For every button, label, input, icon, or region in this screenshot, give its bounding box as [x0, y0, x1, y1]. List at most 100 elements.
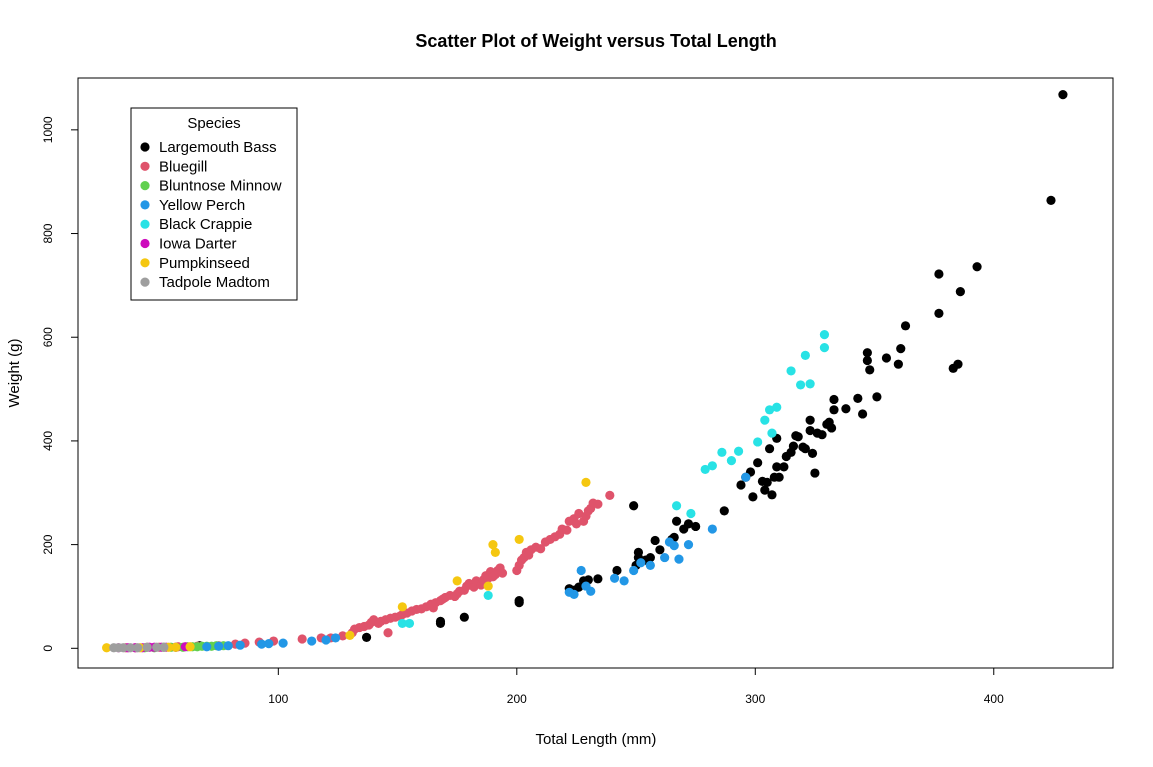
data-point-largemouth-bass	[650, 535, 660, 546]
data-point-black-crappie	[686, 508, 696, 519]
data-points	[102, 89, 1068, 653]
legend-item-iowa-darter: Iowa Darter	[140, 236, 237, 253]
data-point-tadpole-madtom	[125, 643, 136, 653]
data-point-bluegill	[297, 634, 307, 644]
data-point-pumpkinseed	[483, 581, 493, 591]
data-point-largemouth-bass	[683, 519, 694, 529]
data-point-largemouth-bass	[793, 432, 803, 442]
data-point-largemouth-bass	[1058, 89, 1068, 100]
data-point-black-crappie	[404, 618, 415, 629]
y-axis: 0 200 400 600 800 1000	[41, 116, 79, 652]
data-point-largemouth-bass	[633, 547, 644, 557]
data-point-black-crappie	[671, 501, 682, 511]
data-point-yellow-perch	[669, 541, 679, 551]
data-point-largemouth-bass	[934, 269, 944, 279]
x-axis: 100 200 300 400	[268, 667, 1004, 706]
data-point-yellow-perch	[321, 635, 331, 645]
y-tick-label: 600	[41, 327, 55, 347]
data-point-largemouth-bass	[629, 501, 639, 511]
data-point-largemouth-bass	[748, 492, 758, 502]
data-point-largemouth-bass	[955, 287, 965, 297]
data-point-black-crappie	[800, 350, 810, 360]
data-point-largemouth-bass	[361, 632, 372, 643]
data-point-largemouth-bass	[817, 430, 827, 440]
data-point-bluegill	[593, 499, 603, 509]
data-point-black-crappie	[397, 618, 407, 629]
legend-item-bluegill: Bluegill	[140, 158, 207, 175]
data-point-black-crappie	[717, 447, 727, 457]
data-point-largemouth-bass	[862, 355, 872, 366]
data-point-largemouth-bass	[671, 516, 682, 526]
data-point-largemouth-bass	[645, 552, 655, 563]
data-point-largemouth-bass	[760, 485, 770, 495]
data-point-yellow-perch	[569, 589, 579, 599]
data-point-largemouth-bass	[881, 353, 892, 363]
data-point-yellow-perch	[619, 576, 629, 586]
data-point-yellow-perch	[307, 636, 317, 646]
data-point-yellow-perch	[645, 560, 655, 570]
data-point-largemouth-bass	[896, 344, 906, 354]
data-point-largemouth-bass	[593, 574, 603, 584]
data-point-bluegill	[536, 544, 546, 554]
legend-marker	[140, 238, 150, 249]
legend-label: Bluegill	[159, 158, 207, 175]
legend-label: Largemouth Bass	[159, 139, 277, 156]
data-point-black-crappie	[795, 380, 806, 390]
data-point-tadpole-madtom	[133, 643, 143, 653]
data-point-tadpole-madtom	[159, 642, 169, 652]
data-point-largemouth-bass	[779, 462, 789, 472]
y-axis-label: Weight (g)	[6, 339, 23, 408]
data-point-bluegill	[497, 568, 508, 578]
x-tick-label: 100	[268, 692, 288, 706]
data-point-yellow-perch	[264, 639, 274, 649]
data-point-largemouth-bass	[805, 415, 815, 425]
data-point-largemouth-bass	[764, 444, 775, 454]
data-point-bluegill	[571, 519, 582, 529]
y-tick-label: 800	[41, 223, 55, 243]
data-point-largemouth-bass	[574, 582, 584, 592]
legend-item-black-crappie: Black Crappie	[140, 216, 252, 233]
legend-marker	[140, 277, 150, 287]
data-point-black-crappie	[764, 405, 775, 415]
legend-marker	[140, 219, 150, 229]
data-point-black-crappie	[700, 464, 710, 475]
data-point-yellow-perch	[609, 573, 620, 583]
data-point-largemouth-bass	[900, 321, 911, 331]
data-point-largemouth-bass	[788, 441, 799, 451]
data-point-yellow-perch	[257, 639, 267, 649]
data-point-pumpkinseed	[397, 602, 407, 612]
legend-items: Largemouth Bass Bluegill Bluntnose Minnow Y…	[140, 139, 282, 291]
data-point-black-crappie	[483, 590, 493, 601]
data-point-bluegill	[383, 628, 393, 638]
data-point-largemouth-bass	[514, 596, 524, 606]
data-point-largemouth-bass	[753, 458, 763, 468]
data-point-largemouth-bass	[810, 468, 820, 478]
legend-marker	[140, 258, 150, 268]
data-point-largemouth-bass	[435, 616, 446, 626]
data-point-largemouth-bass	[826, 423, 837, 433]
data-point-largemouth-bass	[774, 472, 784, 482]
data-point-pumpkinseed	[488, 540, 498, 550]
data-point-pumpkinseed	[581, 477, 591, 487]
data-point-yellow-perch	[576, 565, 586, 576]
data-point-largemouth-bass	[857, 409, 868, 419]
legend-marker	[140, 181, 150, 191]
data-point-largemouth-bass	[736, 480, 746, 490]
legend-label: Bluntnose Minnow	[159, 178, 282, 195]
y-tick-label: 0	[41, 645, 55, 652]
data-point-yellow-perch	[674, 554, 684, 564]
data-point-black-crappie	[733, 446, 744, 456]
data-point-yellow-perch	[629, 565, 639, 576]
data-point-largemouth-bass	[829, 394, 839, 405]
data-point-tadpole-madtom	[118, 643, 128, 653]
data-point-yellow-perch	[214, 641, 224, 651]
data-point-yellow-perch	[586, 586, 596, 596]
data-point-largemouth-bass	[655, 545, 665, 555]
data-point-pumpkinseed	[185, 642, 195, 652]
data-point-bluegill	[562, 525, 572, 535]
data-point-yellow-perch	[202, 642, 212, 652]
data-point-black-crappie	[760, 415, 770, 425]
y-tick-label: 200	[41, 534, 55, 554]
data-point-black-crappie	[707, 461, 717, 471]
data-point-black-crappie	[726, 456, 737, 466]
